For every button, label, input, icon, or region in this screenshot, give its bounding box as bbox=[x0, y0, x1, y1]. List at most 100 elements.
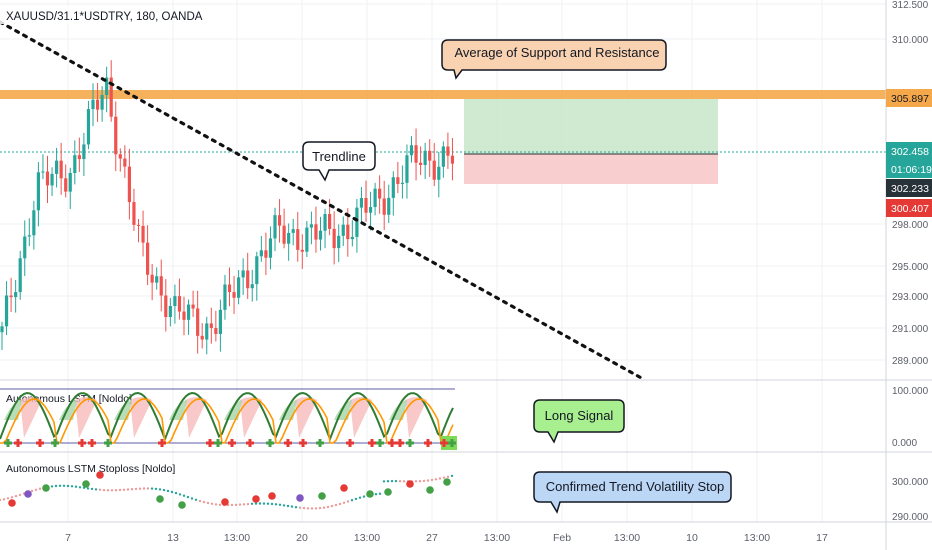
time-label-7: Feb bbox=[553, 532, 571, 544]
candle-body-46 bbox=[209, 323, 213, 329]
stop-trail-dot-132 bbox=[130, 488, 134, 491]
stop-trail-dot-452 bbox=[450, 474, 454, 478]
candle-body-41 bbox=[186, 304, 191, 320]
candle-body-89 bbox=[405, 155, 409, 183]
stop-trail-dot-360 bbox=[358, 496, 362, 499]
target-zone[interactable] bbox=[464, 99, 718, 154]
countdown-value: 01:06:19 bbox=[891, 164, 932, 176]
stop-marker-11 bbox=[318, 492, 326, 500]
lstm-marker-3 bbox=[51, 439, 59, 447]
stop-trail-dot-80 bbox=[78, 486, 82, 489]
trendline-callout-bubble bbox=[302, 141, 376, 182]
stop-trail-dot-32 bbox=[30, 489, 34, 493]
candle-body-6 bbox=[27, 235, 31, 237]
stop-trail-dot-380 bbox=[378, 492, 382, 495]
stop-trail-dot-264 bbox=[262, 502, 266, 505]
stop-trail-dot-8 bbox=[6, 497, 10, 500]
stop-marker-17 bbox=[443, 478, 451, 486]
stop-trail-dot-136 bbox=[134, 487, 138, 491]
stop-trail-dot-72 bbox=[70, 485, 74, 488]
lstm-axis-0: 0.000 bbox=[892, 438, 917, 449]
lstm-marker-23 bbox=[440, 439, 448, 447]
stop-trail-dot-4 bbox=[2, 498, 6, 501]
stop-trail-dot-388 bbox=[386, 480, 390, 483]
candle-body-71 bbox=[323, 214, 327, 231]
candle-body-86 bbox=[391, 177, 395, 198]
candle-body-88 bbox=[400, 182, 404, 184]
candle-body-3 bbox=[14, 292, 18, 298]
candle-body-84 bbox=[382, 198, 386, 215]
stop-trail-dot-320 bbox=[318, 506, 322, 510]
stop-trail-dot-432 bbox=[430, 478, 434, 482]
trendline-callout[interactable]: Trendline bbox=[302, 141, 376, 182]
long-signal-callout[interactable]: Long Signal bbox=[533, 399, 625, 444]
stop-zone[interactable] bbox=[464, 154, 718, 184]
stop-trail-dot-20 bbox=[18, 493, 22, 497]
candle-body-78 bbox=[355, 207, 359, 237]
stop-marker-7 bbox=[221, 498, 229, 506]
lstm-marker-0 bbox=[4, 439, 12, 447]
candle-body-21 bbox=[95, 99, 100, 110]
candle-body-62 bbox=[282, 225, 286, 244]
time-label-8: 13:00 bbox=[614, 532, 640, 544]
stop-marker-6 bbox=[178, 501, 186, 509]
candle-body-31 bbox=[141, 225, 145, 243]
last-price-value: 302.458 bbox=[891, 146, 929, 158]
lstm-marker-24 bbox=[448, 439, 456, 447]
volatility-stop-callout[interactable]: Confirmed Trend Volatility Stop bbox=[533, 471, 732, 514]
stop-trail-dot-328 bbox=[326, 505, 330, 509]
stop-trail-dot-76 bbox=[74, 485, 78, 488]
lstm-fill-red-4 bbox=[240, 397, 262, 438]
candle-body-79 bbox=[359, 198, 364, 208]
candle-body-65 bbox=[296, 229, 300, 250]
stop-trail-dot-396 bbox=[394, 479, 398, 483]
stop-marker-5 bbox=[156, 495, 164, 503]
candle-body-77 bbox=[350, 236, 354, 240]
stop-trail-dot-148 bbox=[146, 487, 150, 490]
stop-trail-dot-12 bbox=[10, 496, 14, 499]
stop-marker-15 bbox=[406, 480, 414, 488]
candle-body-90 bbox=[409, 145, 414, 156]
stop-trail-dot-108 bbox=[106, 489, 110, 492]
candle-body-10 bbox=[45, 171, 50, 186]
lstm-marker-16 bbox=[346, 439, 354, 447]
candle-body-73 bbox=[332, 228, 336, 249]
stop-trail-dot-256 bbox=[254, 502, 258, 505]
lstm-marker-2 bbox=[36, 439, 44, 447]
stop-trail-dot-220 bbox=[218, 503, 222, 506]
time-label-11: 17 bbox=[816, 532, 828, 544]
stop-trail-dot-260 bbox=[258, 502, 262, 505]
time-label-1: 13 bbox=[167, 532, 179, 544]
countdown-tag bbox=[886, 160, 932, 178]
stop-trail-dot-116 bbox=[114, 489, 118, 492]
stop-trail-dot-204 bbox=[202, 500, 206, 504]
stop-marker-14 bbox=[384, 488, 392, 496]
stop-trail-dot-56 bbox=[54, 484, 58, 488]
candle-body-33 bbox=[150, 274, 154, 283]
resistance-callout[interactable]: Average of Support and Resistance bbox=[441, 39, 667, 80]
lstm-marker-19 bbox=[388, 439, 396, 447]
stop-trail-dot-120 bbox=[118, 488, 122, 492]
stop-trail-dot-172 bbox=[170, 490, 174, 494]
stop-trail-dot-428 bbox=[426, 479, 430, 482]
candle-body-45 bbox=[205, 323, 209, 340]
candle-body-37 bbox=[168, 305, 172, 318]
stop-trail-dot-400 bbox=[398, 480, 402, 483]
stop-trail-dot-240 bbox=[238, 503, 242, 506]
stop-trail-dot-180 bbox=[178, 493, 182, 496]
volatility-stop-bubble bbox=[533, 471, 732, 514]
stop-trail-dot-156 bbox=[154, 487, 158, 491]
resistance-band[interactable] bbox=[0, 90, 886, 99]
lstm-marker-5 bbox=[88, 439, 96, 447]
trendline[interactable] bbox=[0, 20, 647, 382]
stop-trail-dot-164 bbox=[162, 488, 166, 492]
stop-trail-dot-140 bbox=[138, 487, 142, 490]
stop-trail-dot-356 bbox=[354, 497, 358, 501]
stop-trail-dot-232 bbox=[230, 503, 234, 507]
candle-body-87 bbox=[396, 177, 400, 184]
stop-trail-dot-0 bbox=[0, 498, 2, 502]
stop-trail-dot-96 bbox=[94, 488, 98, 491]
resistance-price-value: 305.897 bbox=[891, 93, 929, 105]
stop-trail-dot-144 bbox=[142, 487, 146, 490]
